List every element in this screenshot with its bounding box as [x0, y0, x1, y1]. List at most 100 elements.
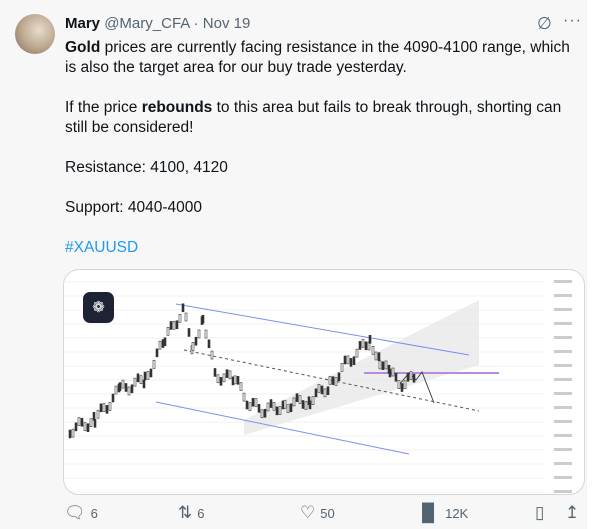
tweet-date[interactable]: Nov 19: [202, 15, 251, 32]
candle: [397, 380, 401, 389]
candle: [178, 314, 182, 323]
share-button[interactable]: ↥: [565, 503, 579, 523]
candle: [236, 376, 240, 385]
axis-tick-label: [554, 490, 572, 493]
repost-button[interactable]: ⇅ 6: [178, 503, 204, 523]
candle: [121, 379, 125, 389]
tweet[interactable]: Mary @Mary_CFA · Nov 19 ∅ ··· Gold price…: [0, 0, 587, 529]
candle: [194, 336, 198, 346]
candle: [139, 375, 143, 384]
candle: [172, 320, 176, 330]
candle: [219, 377, 223, 386]
candle: [248, 402, 252, 411]
resistance-line: Resistance: 4100, 4120: [65, 159, 228, 176]
candle: [210, 350, 214, 360]
text: prices are currently facing resistance i…: [65, 39, 570, 76]
candle: [136, 373, 140, 383]
reply-icon: 🗨︎: [64, 503, 86, 522]
candle: [169, 321, 173, 330]
candle: [400, 383, 404, 392]
candle: [349, 358, 353, 367]
brain-icon: ❁: [83, 292, 114, 323]
candle: [254, 398, 258, 407]
candle: [289, 403, 293, 413]
avatar[interactable]: [15, 14, 55, 54]
trend-dashed-line: [183, 349, 480, 412]
more-icon[interactable]: ···: [563, 12, 582, 29]
support-line: Support: 4040-4000: [65, 199, 203, 216]
candle: [343, 355, 347, 365]
candle: [412, 373, 416, 383]
candle: [71, 428, 75, 438]
candle: [314, 388, 318, 398]
hashtag-link[interactable]: #XAUUSD: [65, 239, 139, 256]
candle: [406, 372, 410, 382]
author-name[interactable]: Mary: [65, 15, 101, 32]
reply-count: 6: [90, 505, 98, 521]
candle: [323, 388, 327, 398]
views-button[interactable]: ▐▌ 12K: [416, 503, 468, 523]
candle: [358, 341, 362, 350]
candle: [340, 363, 344, 372]
candle: [142, 379, 146, 389]
candle: [239, 382, 243, 391]
price-chart: [64, 280, 572, 493]
text: to this area but fails to break through,…: [65, 99, 562, 136]
candle: [301, 400, 305, 409]
candle: [364, 341, 368, 351]
candle: [197, 329, 201, 339]
candle: [272, 401, 276, 411]
author-handle[interactable]: @Mary_CFA: [104, 15, 190, 32]
candle: [377, 352, 381, 361]
candle: [184, 312, 188, 322]
bookmark-icon: ▯: [535, 503, 545, 522]
tweet-header: Mary @Mary_CFA · Nov 19: [65, 15, 251, 32]
heart-icon: ♡: [300, 503, 316, 522]
candle: [311, 396, 315, 405]
candle: [368, 335, 372, 344]
axis-tick-label: [554, 336, 572, 339]
candle: [320, 385, 324, 395]
candle: [378, 360, 382, 370]
like-button[interactable]: ♡ 50: [300, 503, 335, 523]
tweet-text: Gold prices are currently facing resista…: [65, 38, 575, 278]
candle: [304, 401, 308, 410]
axis-tick-label: [554, 448, 572, 451]
candle: [233, 375, 237, 385]
view-count: 12K: [445, 505, 469, 521]
candle: [403, 380, 407, 390]
candle: [225, 369, 229, 378]
candle: [204, 329, 208, 339]
axis-tick-label: [554, 378, 572, 381]
repost-count: 6: [197, 505, 205, 521]
candle: [161, 339, 165, 348]
candle: [152, 360, 156, 369]
candle: [295, 393, 299, 402]
candle: [74, 422, 78, 432]
chart-image[interactable]: ❁: [63, 269, 585, 495]
candle: [149, 368, 153, 378]
share-icon: ↥: [565, 503, 580, 522]
candle: [251, 397, 255, 407]
candle: [166, 327, 170, 336]
candle: [381, 361, 385, 371]
axis-tick-label: [554, 350, 572, 353]
candle: [114, 385, 118, 395]
grok-icon[interactable]: ∅: [537, 14, 552, 33]
like-count: 50: [320, 505, 335, 521]
candle: [163, 337, 167, 347]
candle: [269, 399, 273, 408]
candle: [352, 356, 356, 365]
reply-button[interactable]: 🗨︎ 6: [64, 503, 98, 523]
candle: [68, 429, 72, 439]
bookmark-button[interactable]: ▯: [535, 503, 544, 523]
candle: [388, 368, 392, 378]
candle: [228, 370, 232, 380]
candle: [391, 367, 395, 377]
candle: [275, 406, 279, 416]
candle: [80, 417, 84, 427]
candle: [328, 375, 332, 385]
axis-tick-label: [554, 308, 572, 311]
channel-line-bottom: [155, 401, 410, 455]
candle: [124, 383, 128, 392]
